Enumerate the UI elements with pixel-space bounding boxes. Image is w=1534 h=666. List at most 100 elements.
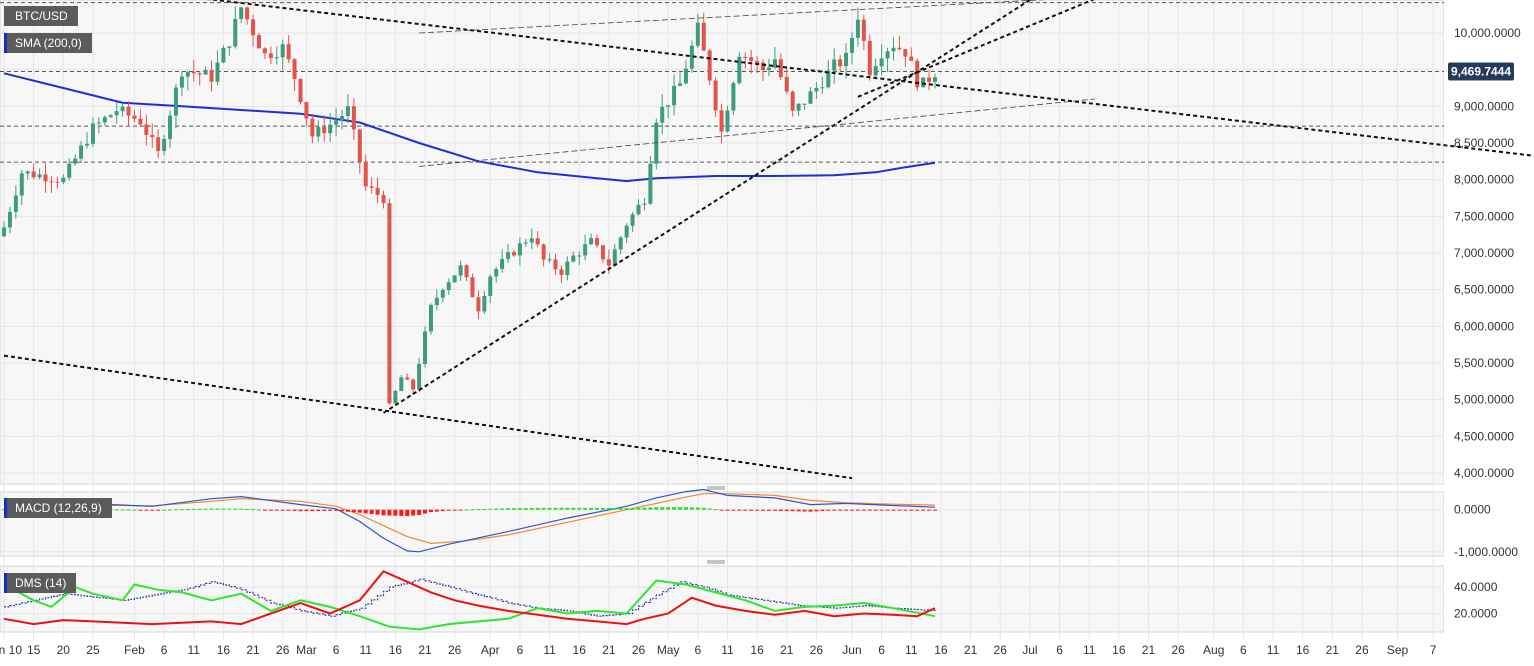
macd-histogram-bar [120,509,125,511]
candle-body [891,47,896,52]
candle-body [672,85,677,106]
x-tick-label: 16 [750,643,764,657]
x-tick-label: 26 [810,643,824,657]
macd-histogram-bar [583,507,588,510]
candle-body [636,204,641,215]
macd-histogram-bar [351,509,356,513]
macd-histogram-bar [695,507,700,510]
di-minus-line [3,570,936,626]
panel-resize-grip[interactable] [707,560,725,564]
candle-body [162,138,167,151]
di-plus-line [3,579,936,631]
x-tick-label: 21 [246,643,260,657]
candle-body [203,70,208,75]
macd-histogram-bar [488,508,493,510]
candle-body [909,56,914,61]
candle-body [541,244,546,260]
candle-body [233,18,238,47]
candle-body [173,87,178,116]
macd-histogram-bar [274,509,279,511]
candle-body [814,88,819,92]
macd-histogram-bar [820,509,825,512]
dms-indicator-label: DMS (14) [4,573,77,593]
candle-body [689,45,694,69]
panel-resize-grip[interactable] [707,486,725,490]
candle-body [737,56,742,84]
price-badge-text: 9,469.7444 [1451,65,1511,79]
macd-histogram-bar [689,507,694,510]
macd-histogram-bar [749,509,754,511]
macd-histogram-bar [517,508,522,510]
candle-body [577,255,582,257]
macd-histogram-bar [861,509,866,511]
candle-body [761,62,766,71]
macd-histogram-bar [855,509,860,511]
candle-body [334,120,339,125]
macd-histogram-bar [761,509,766,511]
x-tick-label: 11 [359,643,372,657]
y-tick-label: 10,000.0000 [1454,26,1521,40]
candle-body [701,22,706,51]
candle-body [660,106,665,123]
macd-histogram-bar [921,509,926,511]
candle-body [612,249,617,266]
macd-histogram-bar [197,508,202,510]
candle-body [683,68,688,84]
candle-body [286,44,291,60]
macd-histogram-bar [559,507,564,510]
macd-histogram-bar [814,509,819,512]
candle-body [221,47,226,63]
macd-histogram-bar [707,508,712,510]
macd-histogram-bar [369,509,374,515]
candle-body [452,275,457,283]
macd-histogram-bar [114,509,119,511]
macd-histogram-bar [511,508,516,510]
candle-body [405,377,410,380]
macd-histogram-bar [334,509,339,511]
y-tick-label: 8,000.0000 [1454,173,1514,187]
x-tick-label: 25 [86,643,100,657]
candle-body [209,70,214,82]
candle-body [464,265,469,278]
candle-body [417,363,422,390]
x-tick-label: 26 [276,643,290,657]
candle-body [618,237,623,250]
x-tick-label: 16 [934,643,948,657]
macd-histogram-bar [523,508,528,510]
macd-histogram-bar [784,509,789,512]
candle-body [43,174,48,182]
candle-body [316,126,321,137]
candle-body [933,77,938,82]
candle-body [879,58,884,67]
macd-histogram-bar [173,509,178,511]
macd-histogram-bar [535,507,540,510]
macd-histogram-bar [725,509,730,511]
candle-body [399,377,404,392]
macd-histogram-bar [316,509,321,512]
macd-histogram-bar [933,509,938,511]
candle-body [25,171,30,174]
candle-body [31,171,36,178]
candle-body [375,187,380,195]
candle-body [553,259,558,270]
candles [2,6,938,405]
candle-body [102,117,107,123]
macd-histogram-bar [292,509,297,511]
candle-body [114,111,119,116]
candle-body [96,122,101,124]
macd-histogram-bar [844,509,849,511]
candle-body [488,276,493,296]
candle-body [506,252,511,259]
candle-body [274,57,279,59]
dms-panel-background [0,565,1445,633]
candle-body [867,40,872,76]
macd-histogram-bar [719,509,724,511]
y-tick-label: 7,500.0000 [1454,209,1514,223]
candle-body [529,238,534,243]
x-tick-label: 20 [57,643,71,657]
candle-body [796,103,801,111]
macd-histogram-bar [375,509,380,515]
x-tick-label: 16 [1296,643,1310,657]
x-tick-label: 6 [1240,643,1247,657]
macd-histogram-bar [280,509,285,511]
